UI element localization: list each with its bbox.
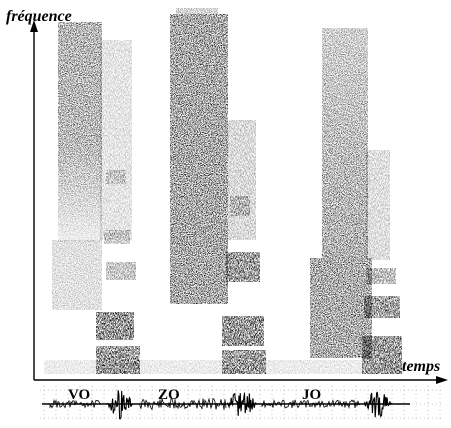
zo-vowel-formants (222, 120, 266, 374)
syllable-label-zo: ZO (158, 387, 180, 403)
axes (30, 20, 448, 384)
syllable-label-jo: JO (302, 387, 322, 403)
waveform-vowel-burst (226, 392, 257, 416)
syllable-label-vo: VO (68, 387, 91, 403)
time-axis-arrowhead (436, 376, 448, 384)
zo-frication-noise (170, 8, 228, 304)
waveform-frication-segment (139, 397, 227, 411)
time-axis-title: temps (402, 358, 441, 375)
frequency-axis-arrowhead (30, 20, 38, 32)
jo-frication-noise (310, 28, 372, 358)
vo-vowel-formants (96, 40, 140, 374)
waveform-signal (49, 390, 393, 420)
waveform-vowel-burst (363, 391, 393, 418)
frequency-axis-title: fréquence (6, 8, 72, 25)
baseline-noise (44, 360, 404, 374)
waveform-frication-segment (49, 398, 101, 409)
waveform-frication-segment (261, 398, 361, 410)
vo-frication-noise (52, 22, 102, 310)
waveform-vowel-burst (106, 390, 133, 420)
